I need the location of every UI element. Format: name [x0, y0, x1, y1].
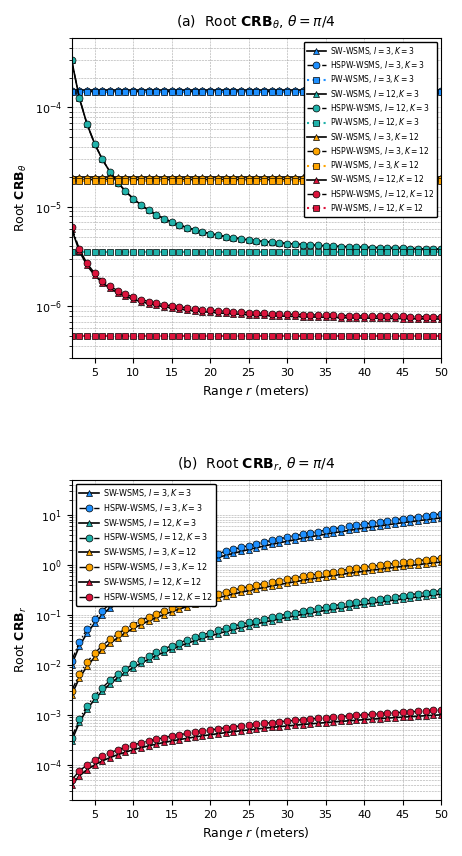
- Legend: SW-WSMS, $I=3, K=3$, HSPW-WSMS, $I=3, K=3$, SW-WSMS, $I=12, K=3$, HSPW-WSMS, $I=: SW-WSMS, $I=3, K=3$, HSPW-WSMS, $I=3, K=…: [76, 484, 216, 606]
- Title: (a)  Root $\mathbf{CRB}_{\theta}$, $\theta = \pi/4$: (a) Root $\mathbf{CRB}_{\theta}$, $\thet…: [176, 14, 336, 32]
- Y-axis label: Root $\mathbf{CRB}_{r}$: Root $\mathbf{CRB}_{r}$: [14, 606, 29, 674]
- Legend: SW-WSMS, $I=3, K=3$, HSPW-WSMS, $I=3, K=3$, PW-WSMS, $I=3, K=3$, SW-WSMS, $I=12,: SW-WSMS, $I=3, K=3$, HSPW-WSMS, $I=3, K=…: [304, 42, 438, 217]
- X-axis label: Range $r$ (meters): Range $r$ (meters): [202, 825, 310, 842]
- X-axis label: Range $r$ (meters): Range $r$ (meters): [202, 383, 310, 401]
- Y-axis label: Root $\mathbf{CRB}_{\theta}$: Root $\mathbf{CRB}_{\theta}$: [14, 163, 29, 232]
- Title: (b)  Root $\mathbf{CRB}_{r}$, $\theta = \pi/4$: (b) Root $\mathbf{CRB}_{r}$, $\theta = \…: [177, 455, 335, 473]
